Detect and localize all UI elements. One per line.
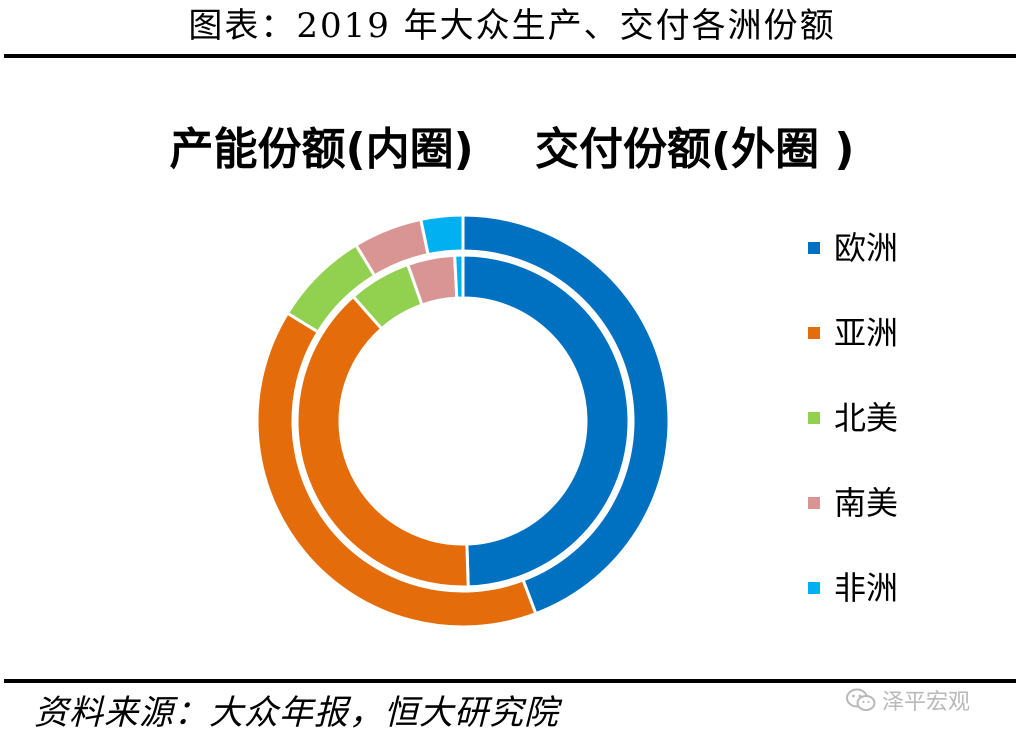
legend-swatch: [808, 242, 820, 254]
wechat-icon: [846, 688, 876, 711]
inner-slice-1: [295, 294, 470, 589]
legend-label: 北美: [834, 399, 899, 437]
bottom-divider: [4, 679, 1016, 683]
chart-title: 产能份额(内圈) 交付份额(外圈 ): [169, 124, 855, 175]
legend-label: 欧洲: [834, 229, 899, 267]
watermark: 泽平宏观: [846, 683, 970, 717]
legend-swatch: [808, 327, 820, 339]
legend-label: 亚洲: [834, 314, 899, 352]
legend-swatch: [808, 412, 820, 424]
legend-item: 南美: [808, 483, 898, 523]
page-title: 图表：2019 年大众生产、交付各洲份额: [188, 6, 836, 46]
legend-label: 非洲: [834, 569, 899, 607]
legend-label: 南美: [834, 484, 899, 522]
legend-item: 非洲: [808, 568, 898, 608]
watermark-text: 泽平宏观: [882, 690, 971, 715]
outer-slice-4: [419, 213, 465, 257]
legend-item: 欧洲: [808, 228, 898, 268]
legend-swatch: [808, 497, 820, 509]
legend-item: 亚洲: [808, 313, 898, 353]
inner-slice-4: [453, 253, 465, 300]
legend-item: 北美: [808, 398, 898, 438]
inner-slice-0: [461, 253, 631, 589]
source-note: 资料来源：大众年报，恒大研究院: [34, 693, 559, 733]
top-divider: [4, 54, 1016, 58]
legend-swatch: [808, 582, 820, 594]
